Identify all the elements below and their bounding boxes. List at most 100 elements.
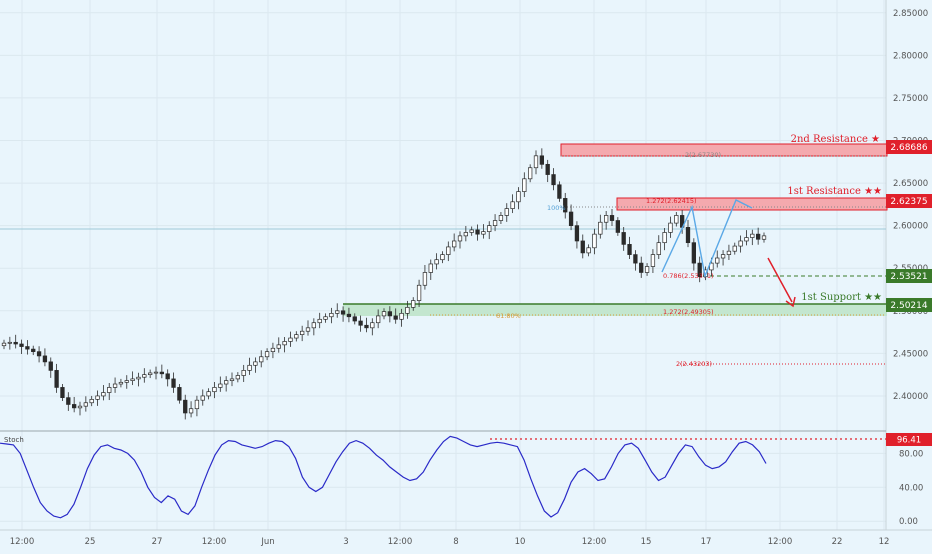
candle-body	[621, 232, 626, 245]
candle-body	[165, 373, 170, 380]
price-tag-dashed-support: 2.53521	[886, 269, 932, 283]
fib-label-100: 100%	[547, 204, 566, 212]
candle-body	[510, 201, 515, 209]
candle-body	[691, 242, 696, 264]
candle-body	[317, 318, 322, 324]
price-tick-label: 2.75000	[893, 94, 928, 104]
resistance-2-label: 2nd Resistance ★	[791, 134, 880, 145]
candle-body	[533, 155, 539, 169]
stoch-value-tag: 96.41	[886, 433, 932, 446]
candle-body	[381, 311, 387, 317]
projection-arrowhead-icon	[785, 296, 796, 308]
candle-body	[130, 378, 135, 381]
candle-body	[761, 235, 767, 240]
candle-body	[335, 310, 340, 314]
candle-body	[224, 380, 229, 385]
fib-label-1272-lower: 1.272(2.49305)	[663, 308, 714, 316]
candle-body	[756, 233, 761, 240]
candle-body	[241, 370, 246, 376]
candle-body	[259, 356, 264, 363]
candle-body	[370, 322, 375, 329]
candle-body	[539, 155, 544, 165]
candle-body	[136, 376, 141, 380]
stoch-axis[interactable]: 80.00 40.00 0.00	[899, 449, 923, 527]
time-tick-label: 17	[701, 537, 712, 547]
candle-body	[282, 341, 287, 346]
candle-body	[148, 372, 153, 376]
candle-body	[112, 383, 118, 388]
candle-body	[715, 257, 720, 264]
candle-body	[60, 387, 65, 398]
candle-body	[177, 387, 182, 401]
fib-label-0786: 0.786(2.53371)	[663, 272, 714, 280]
candle-body	[212, 387, 217, 393]
candle-body	[738, 240, 743, 247]
price-tick-label: 2.65000	[893, 179, 928, 189]
candle-body	[463, 232, 468, 237]
candle-body	[83, 402, 88, 407]
candle-body	[206, 391, 211, 397]
candlestick-series	[1, 148, 767, 420]
time-axis[interactable]: 12:00 25 27 12:00 Jun 3 12:00 8 10 12:00 15 17 12:00…	[10, 537, 890, 547]
candle-body	[194, 399, 200, 410]
candle-body	[247, 364, 252, 371]
candle-body	[1, 342, 7, 347]
projection-arrow-line[interactable]	[767, 257, 793, 303]
resistance-1-label: 1st Resistance ★★	[787, 186, 882, 197]
time-tick-label: 25	[85, 537, 96, 547]
candle-body	[270, 347, 276, 353]
candle-body	[697, 262, 702, 278]
candle-body	[25, 346, 30, 350]
candle-body	[504, 208, 509, 216]
time-tick-label: 27	[152, 537, 163, 547]
stoch-title: Stoch	[4, 436, 24, 444]
stoch-tick-label: 80.00	[899, 449, 923, 459]
candle-body	[685, 226, 691, 244]
candle-body	[183, 399, 188, 414]
stoch-value-tag-text: 96.41	[897, 436, 921, 446]
candle-body	[726, 250, 732, 255]
stoch-tick-label: 40.00	[899, 483, 923, 493]
candle-body	[563, 198, 568, 213]
candle-body	[305, 327, 311, 332]
candle-body	[650, 254, 656, 267]
candle-body	[31, 348, 36, 353]
candle-body	[364, 324, 369, 329]
time-tick-label: 12:00	[768, 537, 793, 547]
candle-body	[592, 233, 597, 249]
candle-body	[487, 225, 492, 232]
candle-body	[294, 334, 299, 339]
candle-body	[19, 343, 24, 347]
candle-body	[551, 174, 556, 186]
candle-body	[399, 312, 404, 320]
candle-body	[411, 300, 416, 308]
candle-body	[66, 397, 71, 405]
fib-label-618: 61.80%	[496, 312, 521, 320]
candle-body	[171, 378, 176, 388]
price-tag-dashed-support-text: 2.53521	[890, 272, 927, 282]
harmonic-pattern-lines[interactable]	[661, 199, 753, 279]
candle-body	[36, 351, 42, 357]
candle-body	[89, 398, 94, 404]
candle-body	[446, 246, 451, 255]
candle-body	[7, 341, 12, 344]
candle-body	[346, 313, 352, 318]
time-tick-label: 22	[832, 537, 843, 547]
time-tick-label: 12:00	[10, 537, 35, 547]
candle-body	[574, 225, 580, 242]
candle-body	[253, 361, 258, 366]
fib-label-2x-lower: 2(2.43203)	[676, 360, 712, 368]
candle-body	[95, 395, 100, 400]
price-tick-label: 2.40000	[893, 392, 928, 402]
candle-body	[153, 371, 159, 374]
candle-body	[311, 322, 316, 329]
candle-body	[288, 337, 293, 342]
candle-body	[416, 284, 422, 301]
candle-body	[118, 381, 124, 385]
candle-body	[615, 220, 620, 233]
price-tag-support-1: 2.50214	[886, 298, 932, 312]
candle-body	[457, 235, 463, 242]
price-tick-label: 2.80000	[893, 51, 928, 61]
candle-body	[639, 262, 644, 273]
